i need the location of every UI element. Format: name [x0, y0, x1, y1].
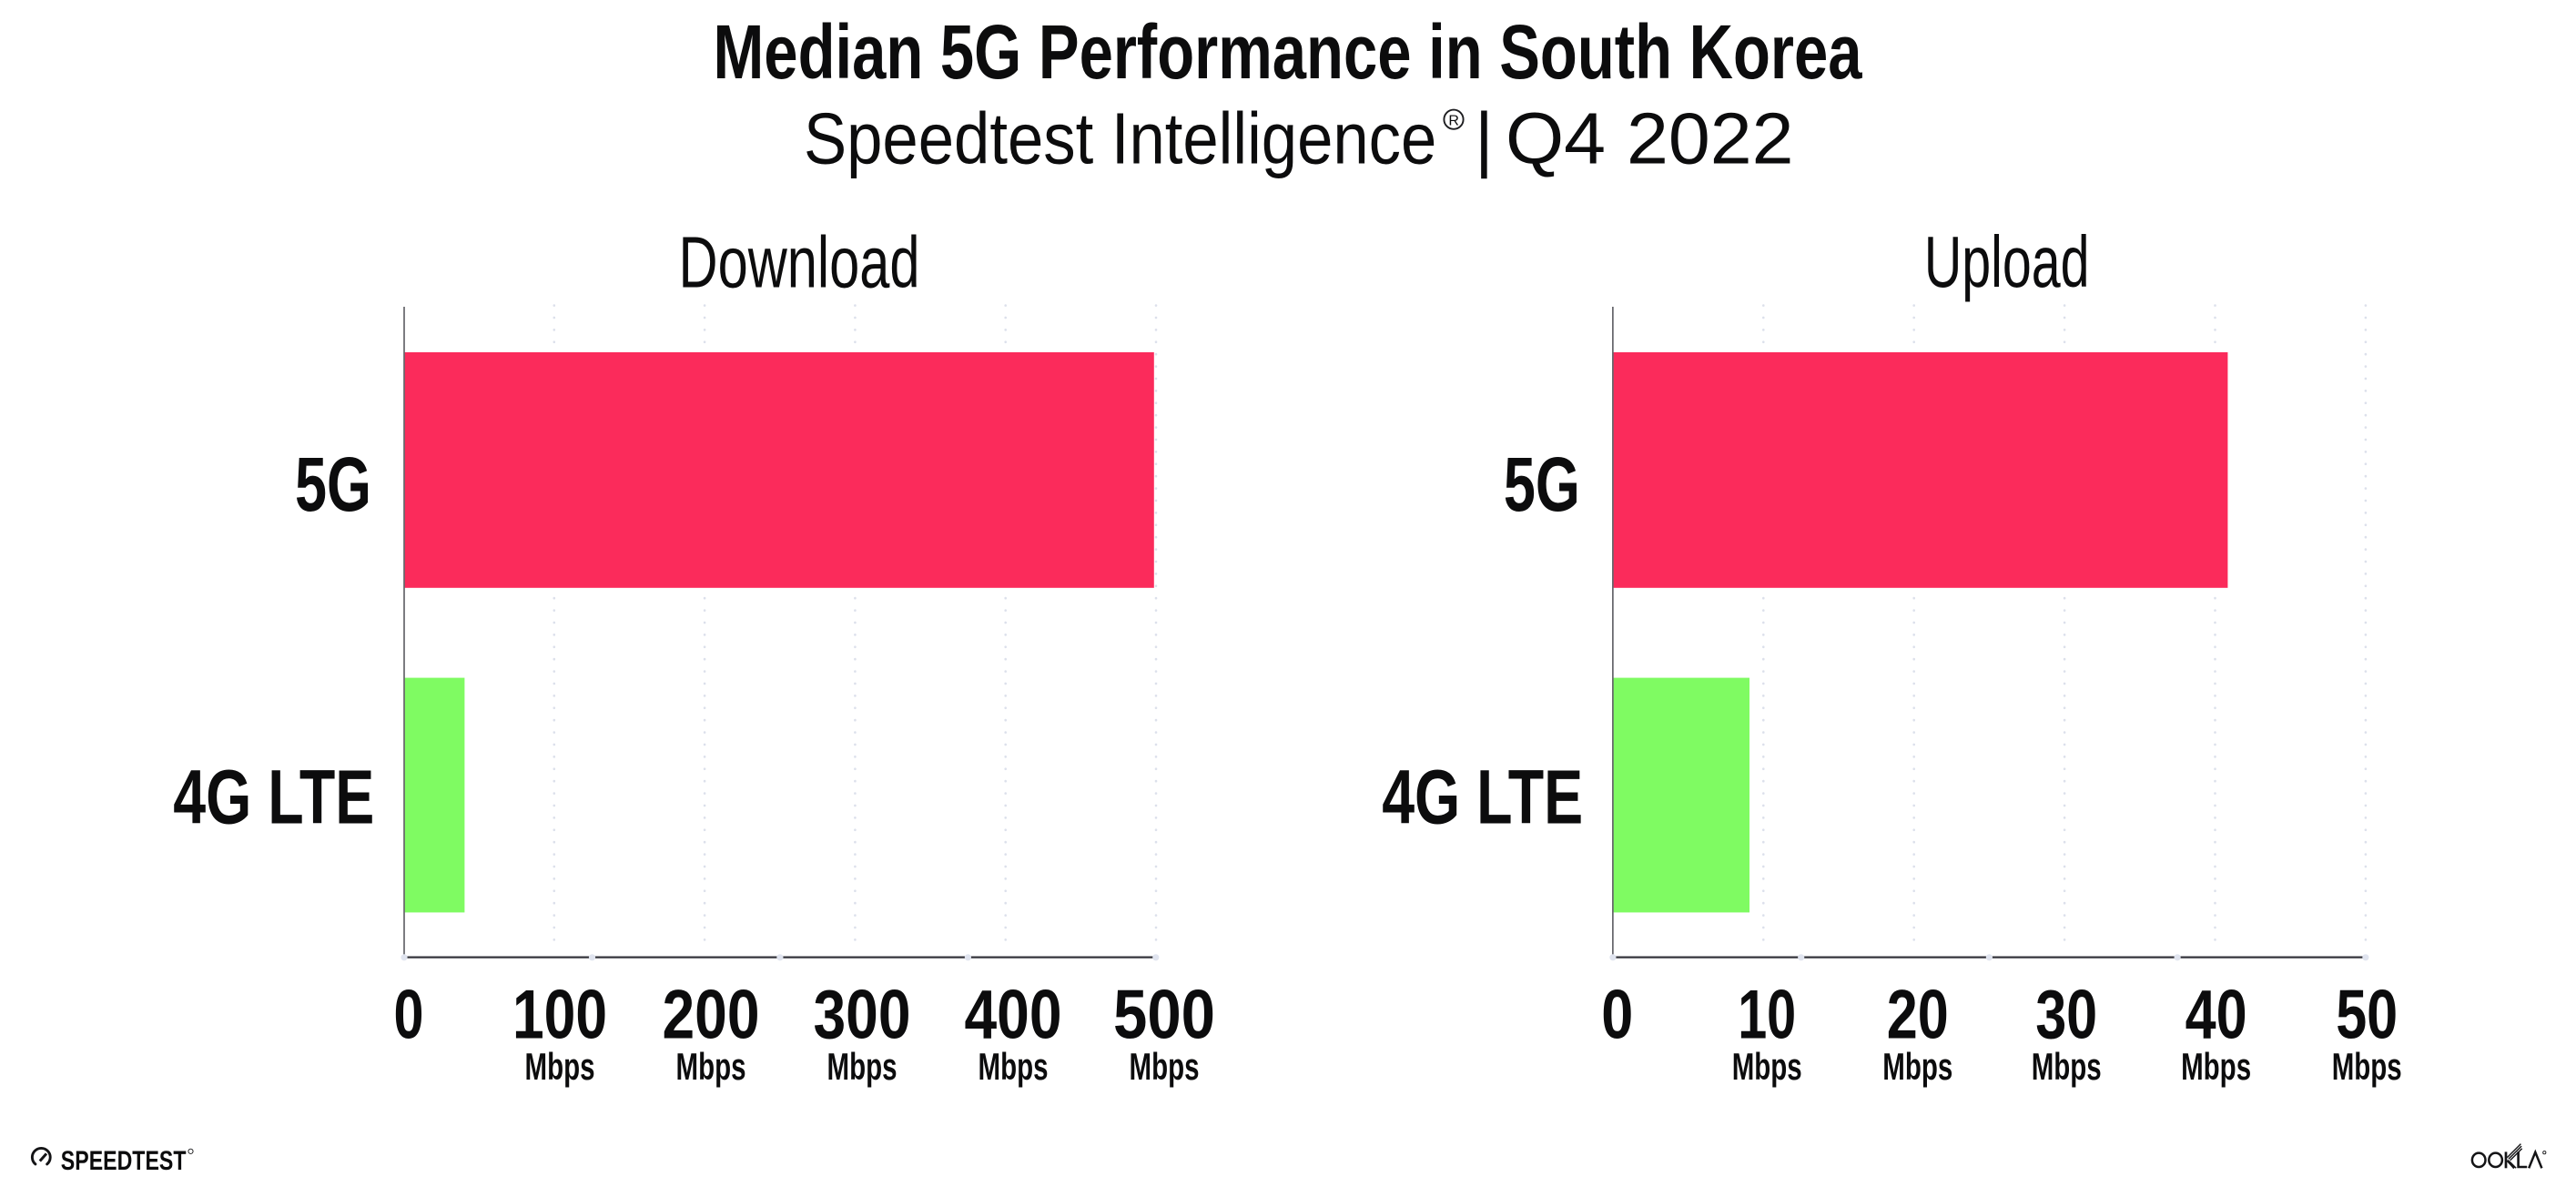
svg-text:Mbps: Mbps [525, 1045, 595, 1088]
svg-text:10: 10 [1738, 977, 1796, 1054]
svg-text:Mbps: Mbps [2332, 1045, 2402, 1088]
svg-text:R: R [1448, 114, 1459, 129]
svg-text:Mbps: Mbps [1732, 1045, 1802, 1088]
svg-text:Mbps: Mbps [2181, 1045, 2251, 1088]
svg-text:200: 200 [663, 977, 760, 1054]
svg-text:500: 500 [1113, 977, 1215, 1054]
svg-text:Q4 2022: Q4 2022 [1506, 98, 1794, 179]
svg-text:Mbps: Mbps [1882, 1045, 1952, 1088]
svg-text:4G LTE: 4G LTE [1382, 755, 1583, 840]
svg-text:5G: 5G [1504, 441, 1580, 527]
svg-text:4G LTE: 4G LTE [173, 755, 374, 840]
svg-text:300: 300 [814, 977, 911, 1054]
svg-text:30: 30 [2035, 977, 2097, 1054]
svg-text:50: 50 [2336, 977, 2398, 1054]
svg-text:40: 40 [2186, 977, 2247, 1054]
svg-text:Mbps: Mbps [2032, 1045, 2102, 1088]
svg-text:SPEEDTEST: SPEEDTEST [61, 1146, 187, 1176]
svg-text:Upload: Upload [1924, 221, 2090, 302]
svg-text:0: 0 [1601, 977, 1633, 1054]
svg-text:Speedtest Intelligence: Speedtest Intelligence [804, 98, 1436, 179]
svg-text:100: 100 [512, 977, 607, 1054]
svg-text:Mbps: Mbps [1130, 1045, 1200, 1088]
svg-text:|: | [1475, 98, 1494, 179]
svg-text:Download: Download [679, 222, 920, 303]
svg-text:Median 5G Performance in South: Median 5G Performance in South Korea [714, 9, 1863, 95]
svg-text:Mbps: Mbps [827, 1045, 898, 1088]
svg-text:400: 400 [965, 977, 1062, 1054]
svg-text:0: 0 [394, 977, 424, 1054]
svg-text:Mbps: Mbps [979, 1045, 1049, 1088]
svg-text:5G: 5G [295, 441, 371, 527]
svg-text:Mbps: Mbps [676, 1045, 746, 1088]
svg-text:20: 20 [1887, 977, 1949, 1054]
